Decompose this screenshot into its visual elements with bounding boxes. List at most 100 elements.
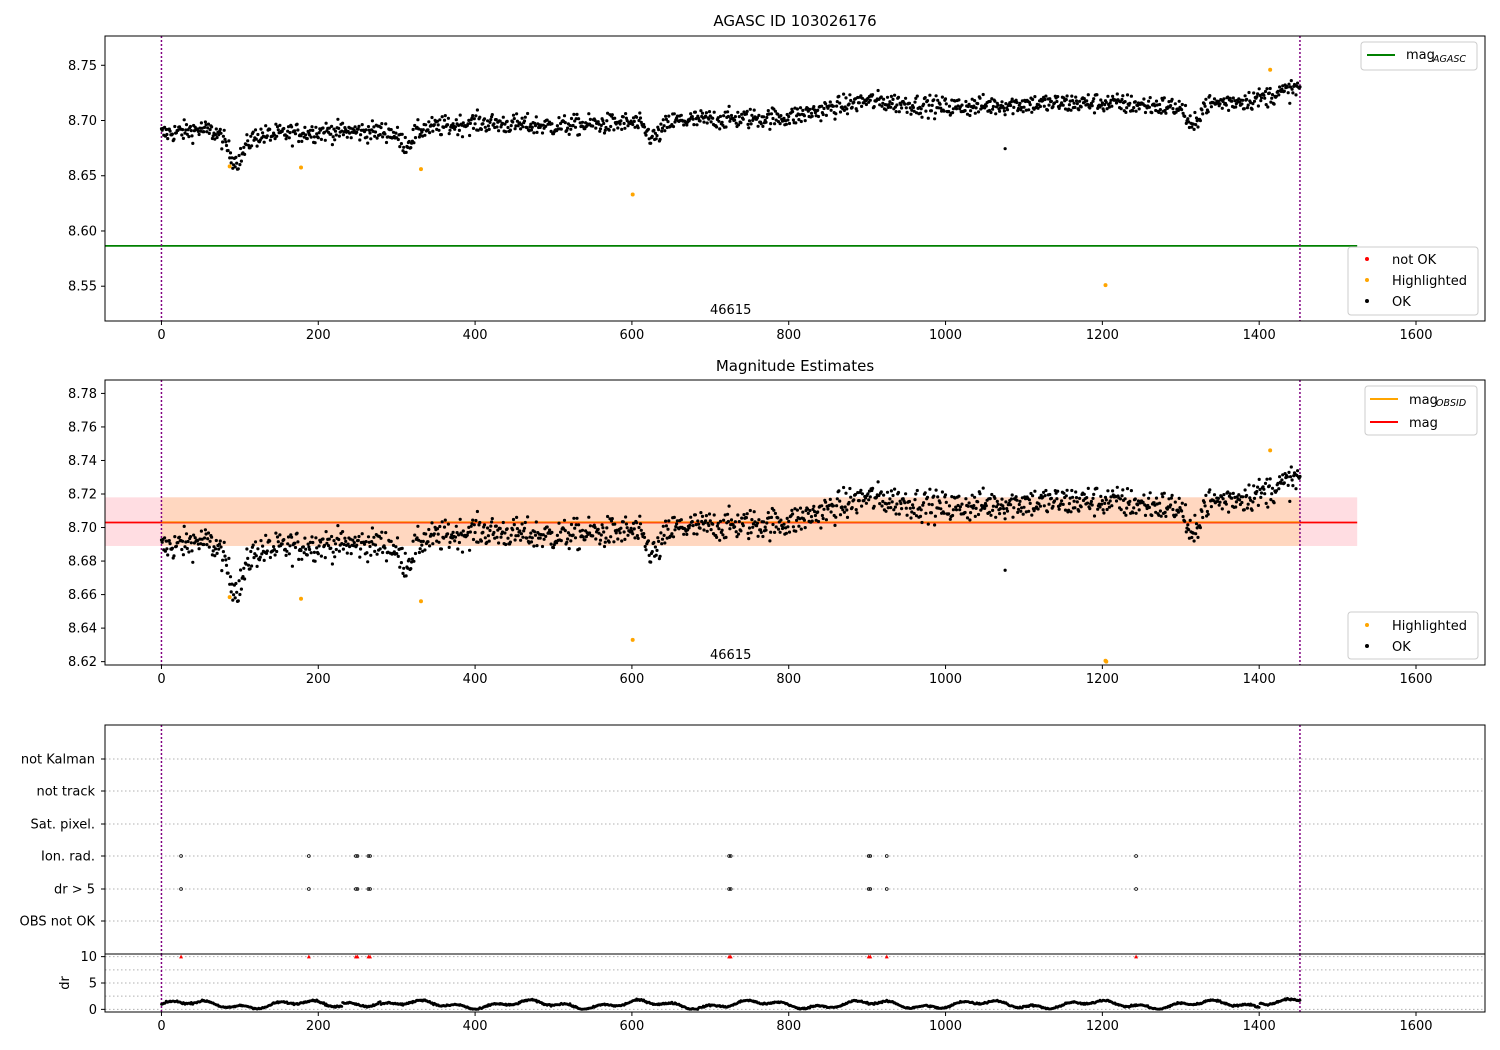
data-point-ok bbox=[308, 540, 312, 545]
data-point-ok bbox=[555, 541, 559, 545]
data-point-ok bbox=[733, 520, 738, 524]
data-point-ok bbox=[1119, 508, 1123, 512]
data-point-ok bbox=[694, 117, 698, 121]
x-tick-label: 0 bbox=[157, 1019, 165, 1034]
data-point-ok bbox=[1096, 507, 1100, 511]
data-point-ok bbox=[244, 143, 248, 147]
data-point-ok bbox=[877, 493, 881, 498]
data-point-ok bbox=[1161, 98, 1165, 102]
data-point-ok bbox=[1184, 530, 1188, 534]
y-tick-label: 8.66 bbox=[68, 588, 97, 603]
data-point-ok bbox=[1137, 107, 1141, 111]
data-point-ok bbox=[1022, 505, 1026, 509]
data-point-ok bbox=[416, 524, 420, 528]
x-tick-label: 1000 bbox=[929, 328, 962, 343]
data-point-ok bbox=[960, 103, 964, 107]
data-point-ok bbox=[468, 530, 472, 534]
data-point-ok bbox=[580, 528, 585, 532]
data-point-ok bbox=[185, 546, 189, 551]
data-point-ok bbox=[928, 93, 932, 97]
data-point-ok bbox=[799, 527, 803, 531]
data-point-ok bbox=[1245, 493, 1249, 498]
data-point-ok bbox=[1029, 491, 1033, 496]
data-point-ok bbox=[356, 127, 360, 131]
data-point-ok bbox=[920, 520, 924, 525]
data-point-ok bbox=[954, 508, 959, 512]
data-point-ok bbox=[1209, 105, 1213, 109]
data-point-ok bbox=[333, 129, 338, 133]
data-point-ok bbox=[235, 590, 239, 594]
data-point-ok bbox=[192, 533, 196, 537]
data-point-ok bbox=[356, 538, 360, 543]
data-point-ok bbox=[1027, 108, 1031, 112]
data-point-ok bbox=[923, 96, 927, 100]
data-point-ok bbox=[200, 537, 204, 541]
data-point-ok bbox=[692, 123, 696, 127]
data-point-ok bbox=[747, 126, 751, 130]
data-point-ok bbox=[787, 121, 792, 126]
data-point-ok bbox=[332, 539, 336, 543]
data-point-ok bbox=[288, 544, 292, 548]
data-point-ok bbox=[638, 522, 643, 526]
data-point-ok bbox=[336, 117, 340, 121]
data-point-ok bbox=[1147, 505, 1151, 510]
x-tick-label: 200 bbox=[306, 328, 331, 343]
data-point-ok bbox=[490, 113, 494, 117]
data-point-ok bbox=[1190, 535, 1194, 540]
data-point-ok bbox=[224, 143, 229, 148]
data-point-ok bbox=[427, 527, 431, 532]
data-point-ok bbox=[833, 523, 837, 528]
data-point-ok bbox=[1245, 506, 1249, 510]
data-point-ok bbox=[733, 118, 737, 122]
data-point-ok bbox=[927, 502, 931, 506]
data-point-ok bbox=[1097, 502, 1101, 506]
data-point-ok bbox=[341, 547, 345, 551]
data-point-ok bbox=[181, 553, 185, 557]
data-point-ok bbox=[437, 540, 441, 544]
data-point-ok bbox=[958, 508, 962, 512]
data-point-ok bbox=[199, 529, 203, 533]
data-point-ok bbox=[614, 531, 618, 535]
data-point-ok bbox=[1221, 99, 1225, 104]
data-point-ok bbox=[217, 547, 221, 551]
data-point-ok bbox=[243, 152, 247, 156]
data-point-ok bbox=[900, 106, 904, 110]
data-point-ok bbox=[605, 526, 609, 530]
data-point-ok bbox=[991, 107, 995, 111]
data-point-ok bbox=[911, 105, 916, 110]
data-point-ok bbox=[1061, 103, 1065, 107]
data-point-ok bbox=[1024, 510, 1028, 514]
data-point-ok bbox=[652, 540, 656, 545]
data-point-ok bbox=[620, 127, 624, 131]
data-point-ok bbox=[655, 548, 659, 553]
data-point-ok bbox=[733, 115, 738, 119]
data-point-ok bbox=[1074, 95, 1078, 99]
data-point-ok bbox=[944, 500, 948, 504]
data-point-ok bbox=[300, 139, 304, 143]
data-point-ok bbox=[1070, 94, 1074, 98]
data-point-ok bbox=[287, 136, 291, 140]
data-point-ok bbox=[862, 499, 866, 503]
data-point-ok bbox=[1276, 481, 1280, 485]
data-point-ok bbox=[879, 490, 883, 494]
data-point-ok bbox=[733, 525, 737, 529]
data-point-ok bbox=[219, 131, 223, 135]
data-point-ok bbox=[603, 540, 607, 544]
data-point-ok bbox=[726, 512, 730, 516]
data-point-ok bbox=[1049, 99, 1053, 103]
data-point-ok bbox=[971, 506, 975, 510]
data-point-ok bbox=[587, 515, 591, 519]
data-point-ok bbox=[889, 105, 893, 109]
data-point-ok bbox=[1115, 92, 1119, 96]
data-point-ok bbox=[170, 546, 174, 550]
data-point-ok bbox=[964, 497, 968, 501]
data-point-ok bbox=[914, 514, 919, 518]
data-point-ok bbox=[1157, 110, 1161, 114]
data-point-ok bbox=[809, 111, 814, 115]
data-point-ok bbox=[1227, 108, 1231, 112]
data-point-ok bbox=[1078, 496, 1082, 500]
dr-point bbox=[1298, 998, 1302, 1002]
data-point-ok bbox=[969, 510, 973, 515]
data-point-ok bbox=[769, 515, 774, 520]
